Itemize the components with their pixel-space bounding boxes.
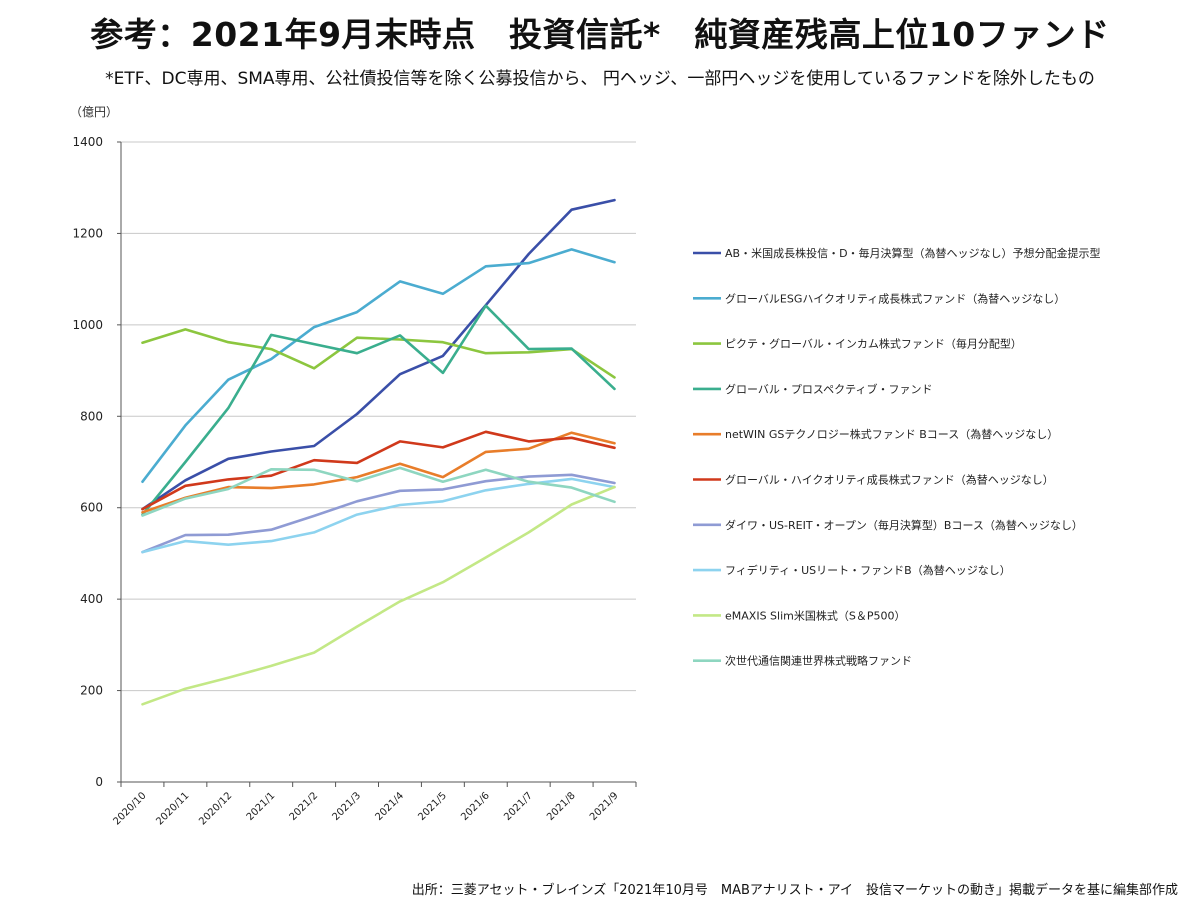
x-tick-labels: 2020/10 2020/11 2020/12 2021/1 2021/2 2021/3 2… [111,790,620,827]
x-tick-label: 2021/3 [331,790,364,823]
series-line-9 [141,485,616,706]
y-tick-label: 0 [95,775,103,789]
x-tick-label: 2020/10 [111,790,148,827]
series-line-2 [141,248,616,484]
legend-label: ピクテ・グローバル・インカム株式ファンド（毎月分配型） [725,337,1022,351]
legend-label: ダイワ・US-REIT・オープン（毎月決算型）Bコース（為替ヘッジなし） [725,518,1083,532]
x-tick-label: 2021/1 [245,790,278,823]
y-axis-unit-label: （億円） [70,105,119,119]
source-note: 出所：三菱アセット・ブレインズ「2021年10月号 MABアナリスト・アイ 投信… [411,883,1178,898]
series-lines [141,198,616,706]
x-tick-label: 2021/5 [416,790,449,823]
legend: AB・米国成長株投信・D・毎月決算型（為替ヘッジなし）予想分配金提示型グローバル… [693,246,1101,668]
x-tick-label: 2021/2 [288,790,321,823]
series-line-6 [141,430,616,511]
series-line-7 [141,473,616,554]
legend-label: フィデリティ・USリート・ファンドB（為替ヘッジなし） [725,563,1011,577]
legend-label: グローバルESGハイクオリティ成長株式ファンド（為替ヘッジなし） [725,291,1065,305]
legend-label: AB・米国成長株投信・D・毎月決算型（為替ヘッジなし）予想分配金提示型 [725,246,1101,260]
legend-label: 次世代通信関連世界株式戦略ファンド [725,654,912,668]
series-line-10 [141,466,616,517]
y-tick-label: 800 [80,409,103,423]
y-tick-label: 1200 [72,226,103,240]
y-tick-label: 600 [80,501,103,515]
grid-lines [121,141,636,692]
axes [117,141,637,787]
x-tick-label: 2020/11 [154,790,191,827]
y-tick-label: 1000 [72,318,103,332]
series-line-3 [141,328,616,379]
chart-subtitle: *ETF、DC専用、SMA専用、公社債投信等を除く公募投信から、 円ヘッジ、一部… [105,69,1095,89]
legend-label: グローバル・ハイクオリティ成長株式ファンド（為替ヘッジなし） [725,473,1054,487]
legend-label: netWIN GSテクノロジー株式ファンド Bコース（為替ヘッジなし） [725,427,1058,441]
x-tick-label: 2020/12 [197,790,234,827]
y-tick-label: 400 [80,592,103,606]
x-tick-label: 2021/4 [373,790,406,823]
x-tick-label: 2021/9 [588,790,621,823]
legend-label: eMAXIS Slim米国株式（S＆P500） [725,608,905,622]
series-line-1 [141,198,616,511]
series-line-5 [141,431,616,514]
x-tick-label: 2021/6 [459,790,492,823]
y-tick-labels: 0 200 400 600 800 1000 1200 1400 [72,135,103,789]
y-tick-label: 200 [80,684,103,698]
x-tick-label: 2021/8 [545,790,578,823]
y-tick-label: 1400 [72,135,103,149]
legend-label: グローバル・プロスペクティブ・ファンド [725,382,932,396]
x-tick-label: 2021/7 [502,790,535,823]
series-line-4 [141,304,616,516]
chart-title: 参考：2021年9月末時点 投資信託* 純資産残高上位10ファンド [90,15,1110,54]
